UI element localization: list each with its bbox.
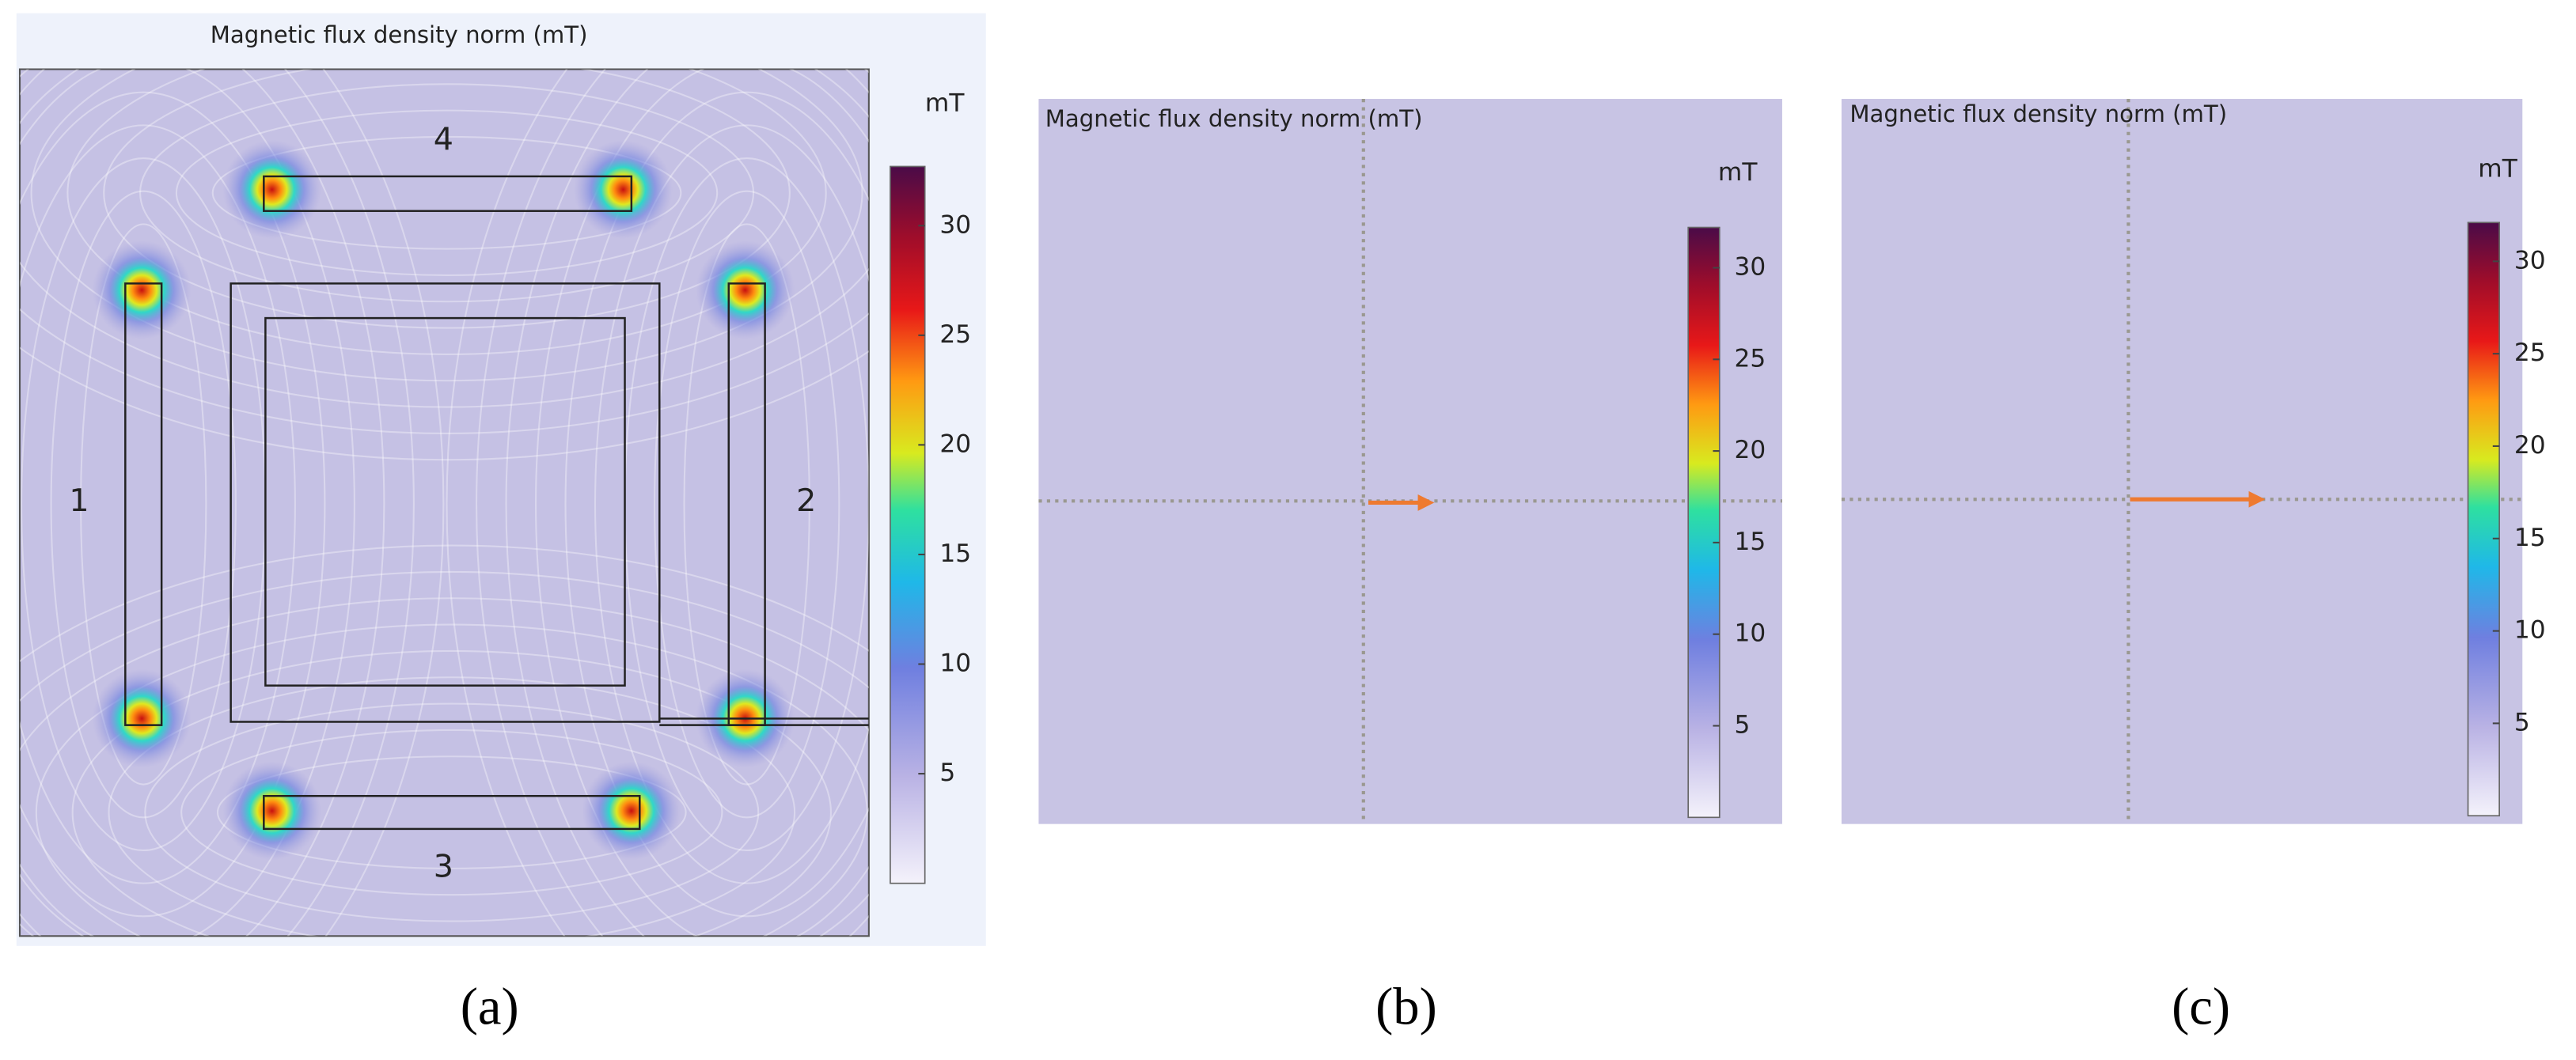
coil-4 — [263, 175, 633, 212]
hotspot — [92, 240, 192, 340]
panel-caption: (a) — [461, 978, 519, 1035]
colorbar-tick-label: 5 — [2514, 708, 2530, 736]
colorbar-tick-label: 10 — [2514, 616, 2546, 645]
coil-label: 1 — [69, 483, 89, 519]
field-line — [80, 223, 207, 786]
field-line — [175, 109, 719, 276]
field-line — [216, 755, 687, 869]
hotspots — [92, 140, 795, 861]
panel-title: Magnetic flux density norm (mT) — [1849, 100, 2227, 127]
panel-title: Magnetic flux density norm (mT) — [1045, 105, 1423, 132]
colorbar-tick-label: 30 — [2514, 246, 2546, 274]
field-line — [19, 346, 869, 461]
colorbar-unit: mT — [925, 89, 965, 117]
inner-frame — [264, 316, 626, 687]
arrow-head — [2248, 490, 2266, 508]
hotspot — [92, 668, 192, 768]
colorbar-tick-label: 25 — [1735, 344, 1766, 373]
colorbar-unit: mT — [1718, 158, 1758, 187]
coil-label: 4 — [434, 122, 453, 158]
panel-b-plot — [1038, 99, 1782, 824]
field-line — [30, 69, 863, 382]
field-line — [19, 69, 355, 937]
field-lines — [19, 69, 869, 937]
arrows — [1368, 490, 2266, 511]
colorbar-tick-label: 5 — [939, 759, 955, 787]
field-line — [505, 69, 869, 937]
arrow-head — [1417, 494, 1435, 511]
field-line — [180, 729, 723, 896]
field-line — [446, 69, 568, 937]
field-line — [476, 69, 607, 937]
field-line — [564, 91, 869, 918]
field-line — [19, 124, 296, 884]
field-line — [139, 83, 755, 303]
panel-c-plot — [1841, 99, 2523, 824]
colorbar-tick-label: 5 — [1735, 711, 1751, 740]
coil-3 — [263, 794, 641, 831]
hotspot — [573, 140, 673, 240]
field-line — [19, 69, 385, 937]
colorbar-tick-label: 10 — [939, 649, 971, 678]
field-line — [683, 223, 810, 786]
colorbar-unit: mT — [2478, 155, 2517, 184]
field-line — [535, 69, 869, 937]
field-line — [144, 702, 760, 922]
hotspot — [696, 240, 795, 340]
hotspot — [222, 140, 322, 240]
colorbar — [1687, 226, 1720, 819]
colorbar-tick-label: 20 — [1735, 436, 1766, 464]
geometry — [124, 175, 869, 831]
field-line — [66, 69, 827, 355]
field-line — [103, 69, 791, 329]
colorbar-tick-label: 25 — [939, 320, 971, 349]
outer-frame — [230, 282, 661, 723]
field-line — [19, 91, 326, 918]
field-line — [19, 69, 869, 434]
field-line — [19, 69, 869, 408]
field-line — [35, 623, 868, 937]
colorbar — [2467, 221, 2500, 817]
panel-caption: (c) — [2172, 978, 2230, 1035]
field-line — [283, 69, 415, 937]
coil-label: 2 — [796, 483, 816, 519]
field-line — [108, 676, 796, 937]
colorbar-tick-label: 15 — [1735, 528, 1766, 556]
coil-1 — [124, 282, 163, 726]
coil-label: 3 — [434, 848, 453, 884]
colorbar — [890, 165, 926, 884]
field-line — [19, 544, 869, 663]
hotspot — [222, 761, 322, 861]
colorbar-tick-label: 20 — [2514, 431, 2546, 460]
field-line — [653, 190, 840, 819]
panel-a-plot — [18, 68, 870, 937]
panel-title: Magnetic flux density norm (mT) — [211, 21, 588, 48]
colorbar-tick-label: 25 — [2514, 339, 2546, 367]
hotspot — [582, 761, 681, 861]
panel-caption: (b) — [1375, 978, 1437, 1035]
colorbar-tick-label: 15 — [939, 539, 971, 568]
field-line — [71, 649, 832, 937]
colorbar-tick-label: 20 — [939, 430, 971, 458]
colorbar-tick-label: 30 — [939, 210, 971, 239]
field-line — [50, 190, 237, 819]
colorbar-tick-label: 30 — [1735, 252, 1766, 281]
field-line — [19, 570, 869, 937]
field-line — [211, 135, 682, 250]
colorbar-tick-label: 15 — [2514, 524, 2546, 552]
field-line — [322, 69, 445, 937]
field-line — [594, 124, 869, 884]
colorbar-tick-label: 10 — [1735, 619, 1766, 648]
field-line — [19, 597, 869, 937]
